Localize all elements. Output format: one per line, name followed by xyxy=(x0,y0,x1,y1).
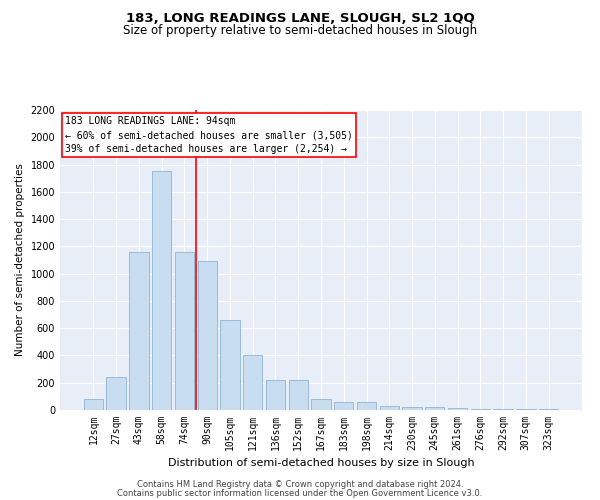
Text: 183 LONG READINGS LANE: 94sqm
← 60% of semi-detached houses are smaller (3,505)
: 183 LONG READINGS LANE: 94sqm ← 60% of s… xyxy=(65,116,353,154)
Bar xyxy=(380,406,399,410)
Bar xyxy=(84,399,103,410)
Bar xyxy=(266,380,285,410)
Bar xyxy=(448,408,467,410)
Text: 183, LONG READINGS LANE, SLOUGH, SL2 1QQ: 183, LONG READINGS LANE, SLOUGH, SL2 1QQ xyxy=(125,12,475,26)
Bar xyxy=(129,252,149,410)
Bar xyxy=(357,402,376,410)
Bar xyxy=(243,356,262,410)
Text: Size of property relative to semi-detached houses in Slough: Size of property relative to semi-detach… xyxy=(123,24,477,37)
Bar xyxy=(106,378,126,410)
Bar xyxy=(403,408,422,410)
Bar xyxy=(152,172,172,410)
Bar xyxy=(470,408,490,410)
Y-axis label: Number of semi-detached properties: Number of semi-detached properties xyxy=(15,164,25,356)
Text: Contains public sector information licensed under the Open Government Licence v3: Contains public sector information licen… xyxy=(118,488,482,498)
X-axis label: Distribution of semi-detached houses by size in Slough: Distribution of semi-detached houses by … xyxy=(167,458,475,468)
Bar xyxy=(197,262,217,410)
Bar xyxy=(493,408,513,410)
Bar xyxy=(311,399,331,410)
Text: Contains HM Land Registry data © Crown copyright and database right 2024.: Contains HM Land Registry data © Crown c… xyxy=(137,480,463,489)
Bar xyxy=(334,402,353,410)
Bar xyxy=(220,320,239,410)
Bar xyxy=(425,408,445,410)
Bar xyxy=(175,252,194,410)
Bar xyxy=(289,380,308,410)
